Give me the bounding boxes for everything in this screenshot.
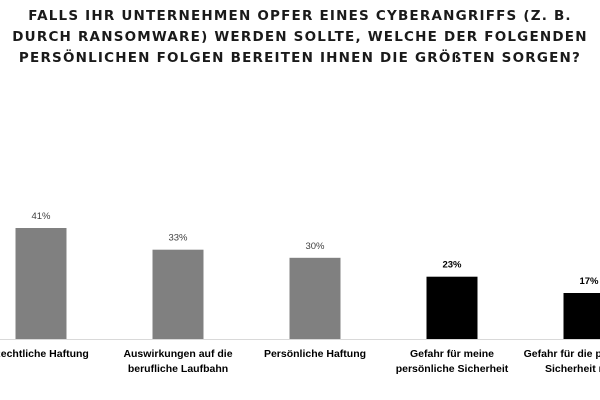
labels-layer: 41% Rechtliche Haftung 33% Auswirkungen auf… [0, 211, 600, 375]
category-label-1-line-1: Rechtliche Haftung [0, 348, 89, 360]
bar-3 [289, 257, 341, 339]
bar-value-label-2: 33% [168, 233, 188, 244]
category-label-2-line-1: Auswirkungen auf die [123, 348, 232, 360]
category-label-5-line-1: Gefahr für die persönliche [524, 348, 600, 360]
category-label-4: Gefahr für meine persönliche Sicherheit [396, 348, 509, 375]
category-label-3-line-1: Persönliche Haftung [264, 348, 366, 360]
bar-value-label-3: 30% [305, 241, 325, 252]
bar-4 [426, 276, 478, 339]
category-label-5-line-2: Sicherheit meiner [545, 363, 600, 375]
bars-layer [15, 228, 600, 339]
category-label-3: Persönliche Haftung [264, 348, 366, 360]
category-label-1: Rechtliche Haftung [0, 348, 89, 360]
bar-value-label-1: 41% [31, 211, 51, 222]
bar-value-label-5: 17% [579, 276, 599, 287]
category-label-5: Gefahr für die persönliche Sicherheit mei… [524, 348, 600, 375]
category-label-2-line-2: berufliche Laufbahn [128, 363, 228, 375]
bar-1 [15, 228, 67, 339]
bar-2 [152, 249, 204, 339]
chart-title: FALLS IHR UNTERNEHMEN OPFER EINES CYBERA… [12, 8, 588, 66]
bar-value-label-4: 23% [442, 260, 462, 271]
category-label-4-line-1: Gefahr für meine [410, 348, 494, 360]
category-label-2: Auswirkungen auf die berufliche Laufbahn [123, 348, 232, 375]
bar-5 [563, 293, 600, 339]
category-label-4-line-2: persönliche Sicherheit [396, 363, 509, 375]
